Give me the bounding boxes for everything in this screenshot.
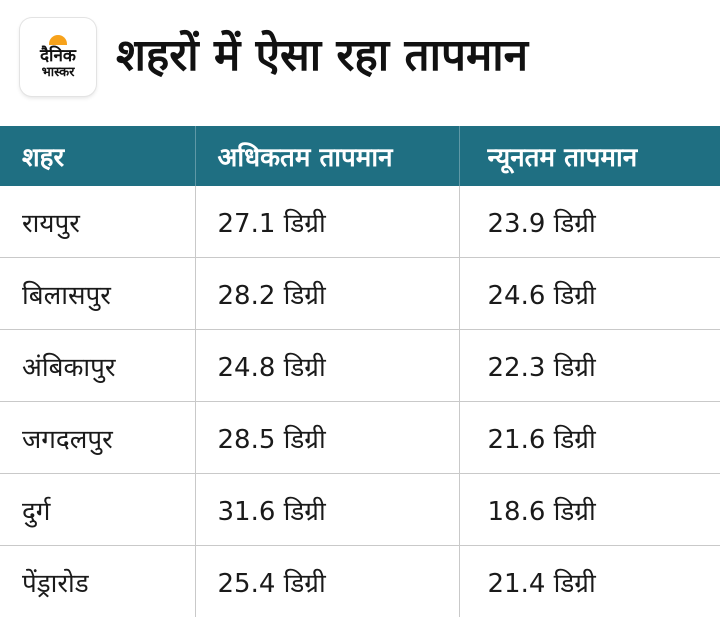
min-temp-cell: 18.6 डिग्री bbox=[459, 473, 720, 546]
column-header-min-temp: न्यूनतम तापमान bbox=[459, 126, 720, 186]
max-temp-cell: 28.2 डिग्री bbox=[195, 257, 460, 330]
sun-icon bbox=[49, 34, 67, 45]
city-cell: पेंड्रारोड bbox=[0, 545, 196, 617]
max-temp-cell: 25.4 डिग्री bbox=[195, 545, 460, 617]
max-temp-cell: 31.6 डिग्री bbox=[195, 473, 460, 546]
max-temp-cell: 27.1 डिग्री bbox=[195, 186, 460, 258]
city-cell: दुर्ग bbox=[0, 473, 196, 546]
max-temp-cell: 24.8 डिग्री bbox=[195, 329, 460, 402]
min-temp-cell: 23.9 डिग्री bbox=[459, 186, 720, 258]
header: दैनिक भास्कर शहरों में ऐसा रहा तापमान bbox=[0, 0, 720, 126]
min-temp-cell: 21.6 डिग्री bbox=[459, 401, 720, 474]
min-temp-cell: 22.3 डिग्री bbox=[459, 329, 720, 402]
table-header-row: शहर अधिकतम तापमान न्यूनतम तापमान bbox=[0, 126, 720, 186]
page-title: शहरों में ऐसा रहा तापमान bbox=[116, 30, 529, 81]
table-row: बिलासपुर 28.2 डिग्री 24.6 डिग्री bbox=[0, 257, 720, 330]
column-header-city: शहर bbox=[0, 126, 196, 186]
city-cell: जगदलपुर bbox=[0, 401, 196, 474]
table-row: जगदलपुर 28.5 डिग्री 21.6 डिग्री bbox=[0, 401, 720, 474]
table-row: दुर्ग 31.6 डिग्री 18.6 डिग्री bbox=[0, 473, 720, 546]
temperature-table: शहर अधिकतम तापमान न्यूनतम तापमान रायपुर … bbox=[0, 126, 720, 617]
city-cell: अंबिकापुर bbox=[0, 329, 196, 402]
logo-text-line1: दैनिक bbox=[40, 45, 76, 66]
dainik-bhaskar-logo: दैनिक भास्कर bbox=[20, 18, 96, 96]
table-row: अंबिकापुर 24.8 डिग्री 22.3 डिग्री bbox=[0, 329, 720, 402]
table-row: रायपुर 27.1 डिग्री 23.9 डिग्री bbox=[0, 186, 720, 258]
column-header-max-temp: अधिकतम तापमान bbox=[195, 126, 460, 186]
min-temp-cell: 21.4 डिग्री bbox=[487, 568, 596, 599]
max-temp-cell: 28.5 डिग्री bbox=[195, 401, 460, 474]
logo-text-line2: भास्कर bbox=[41, 64, 75, 80]
city-cell: बिलासपुर bbox=[0, 257, 196, 330]
table-row: पेंड्रारोड 25.4 डिग्री 21.4 डिग्री bbox=[0, 545, 720, 617]
city-cell: रायपुर bbox=[0, 186, 196, 258]
min-temp-cell: 24.6 डिग्री bbox=[459, 257, 720, 330]
